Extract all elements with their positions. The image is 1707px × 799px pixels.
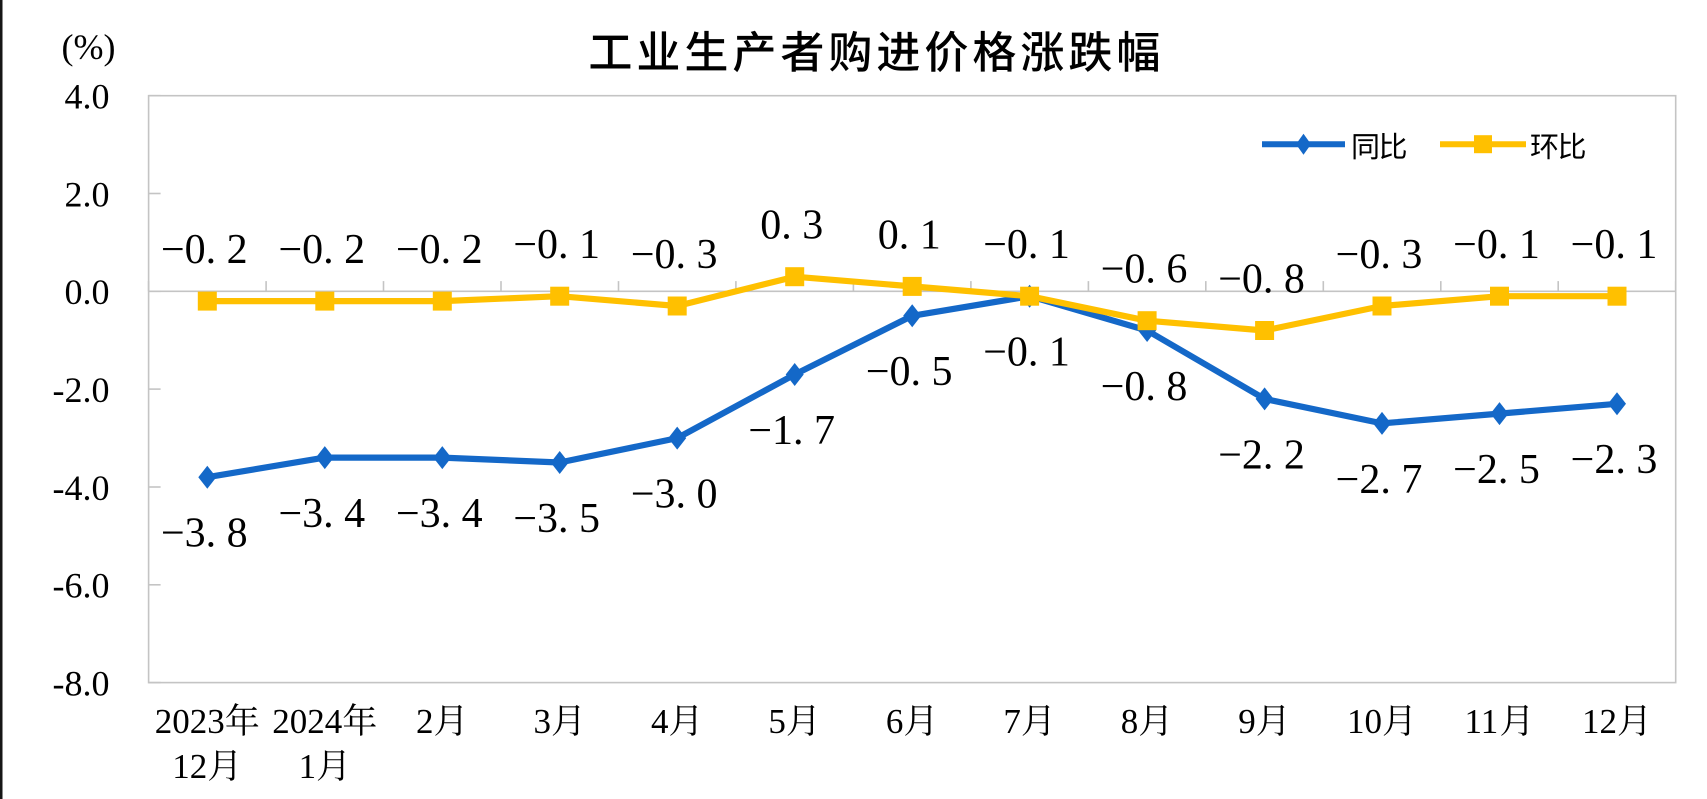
svg-text:−0. 1: −0. 1: [983, 330, 1070, 376]
svg-text:−3. 0: −3. 0: [631, 472, 718, 518]
svg-text:−0. 2: −0. 2: [396, 227, 483, 273]
svg-text:−0. 3: −0. 3: [1336, 232, 1423, 278]
svg-text:−0. 8: −0. 8: [1218, 256, 1305, 302]
svg-text:−3. 5: −3. 5: [513, 496, 600, 542]
svg-text:4.0: 4.0: [65, 77, 110, 117]
svg-text:-4.0: -4.0: [53, 468, 110, 508]
svg-text:2023: 2023: [155, 702, 225, 741]
svg-text:2.0: 2.0: [65, 174, 110, 214]
svg-text:12: 12: [1582, 702, 1617, 741]
svg-text:−0. 2: −0. 2: [161, 227, 248, 273]
svg-text:8: 8: [1121, 702, 1139, 741]
svg-text:−0. 5: −0. 5: [866, 349, 953, 395]
svg-text:−2. 3: −2. 3: [1571, 437, 1658, 483]
svg-text:2: 2: [416, 702, 434, 741]
svg-text:−0. 3: −0. 3: [631, 232, 718, 278]
svg-text:−3. 4: −3. 4: [396, 491, 483, 537]
svg-text:0.0: 0.0: [65, 272, 110, 312]
svg-text:6: 6: [886, 702, 904, 741]
svg-text:−3. 4: −3. 4: [278, 491, 365, 537]
svg-text:-8.0: -8.0: [53, 664, 110, 704]
svg-text:−2. 2: −2. 2: [1218, 432, 1305, 478]
svg-text:-6.0: -6.0: [53, 566, 110, 606]
svg-text:3: 3: [534, 702, 552, 741]
svg-text:4: 4: [651, 702, 669, 741]
svg-text:−0. 1: −0. 1: [983, 222, 1070, 268]
svg-text:0. 3: 0. 3: [760, 203, 823, 249]
svg-text:−2. 5: −2. 5: [1453, 447, 1540, 493]
svg-text:−0. 6: −0. 6: [1101, 247, 1188, 293]
svg-text:−3. 8: −3. 8: [161, 511, 248, 557]
svg-text:1: 1: [299, 747, 317, 786]
svg-text:−1. 7: −1. 7: [748, 408, 835, 454]
svg-text:12: 12: [172, 747, 207, 786]
svg-text:-2.0: -2.0: [53, 370, 110, 410]
svg-text:9: 9: [1238, 702, 1256, 741]
svg-text:−2. 7: −2. 7: [1336, 457, 1423, 503]
svg-text:−0. 2: −0. 2: [278, 227, 365, 273]
svg-text:5: 5: [768, 702, 786, 741]
svg-text:−0. 1: −0. 1: [513, 222, 600, 268]
svg-text:−0. 1: −0. 1: [1571, 222, 1658, 268]
svg-text:0. 1: 0. 1: [878, 212, 941, 258]
svg-text:7: 7: [1003, 702, 1021, 741]
svg-text:(%): (%): [62, 27, 116, 67]
svg-text:2024: 2024: [272, 702, 342, 741]
svg-text:−0. 1: −0. 1: [1453, 222, 1540, 268]
svg-text:11: 11: [1465, 702, 1499, 741]
svg-text:10: 10: [1347, 702, 1382, 741]
svg-text:−0. 8: −0. 8: [1101, 364, 1188, 410]
